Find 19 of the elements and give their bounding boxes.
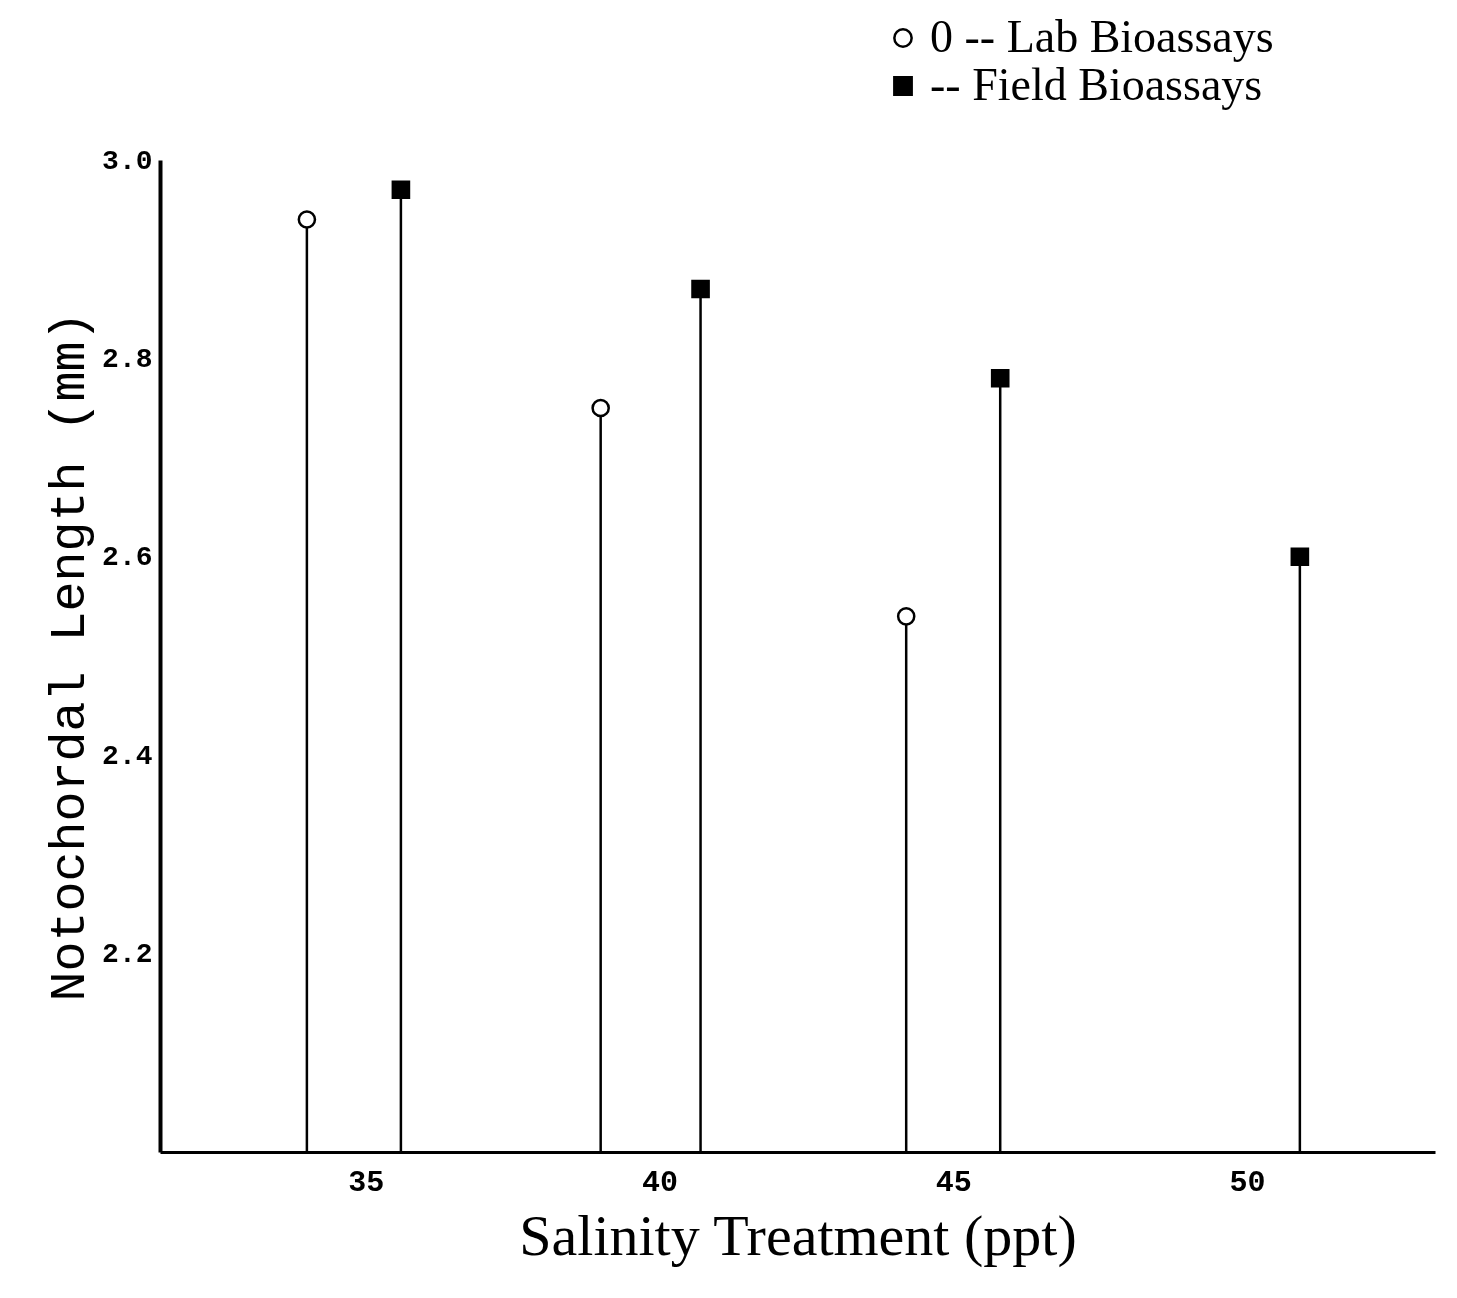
x-tick-label: 45 xyxy=(935,1165,972,1200)
x-tick-label: 50 xyxy=(1229,1165,1266,1200)
y-tick-label: 2.6 xyxy=(102,542,153,574)
y-tick-label: 2.2 xyxy=(102,939,153,971)
y-axis-title: Notochordal Length (mm) xyxy=(42,311,100,1002)
point xyxy=(391,180,411,200)
point xyxy=(591,398,610,418)
legend-label: 0 -- Lab Bioassays xyxy=(930,11,1274,62)
x-tick-label: 40 xyxy=(641,1165,678,1200)
point xyxy=(691,279,710,299)
point xyxy=(896,607,916,626)
y-tick-label: 2.8 xyxy=(102,343,153,375)
x-axis-title: Salinity Treatment (ppt) xyxy=(519,1202,1077,1268)
point xyxy=(297,210,317,229)
point xyxy=(1290,547,1310,567)
point xyxy=(990,368,1010,388)
y-tick-label: 3.0 xyxy=(102,145,153,177)
y-tick-label: 2.4 xyxy=(102,740,153,772)
x-tick-label: 35 xyxy=(348,1165,385,1200)
